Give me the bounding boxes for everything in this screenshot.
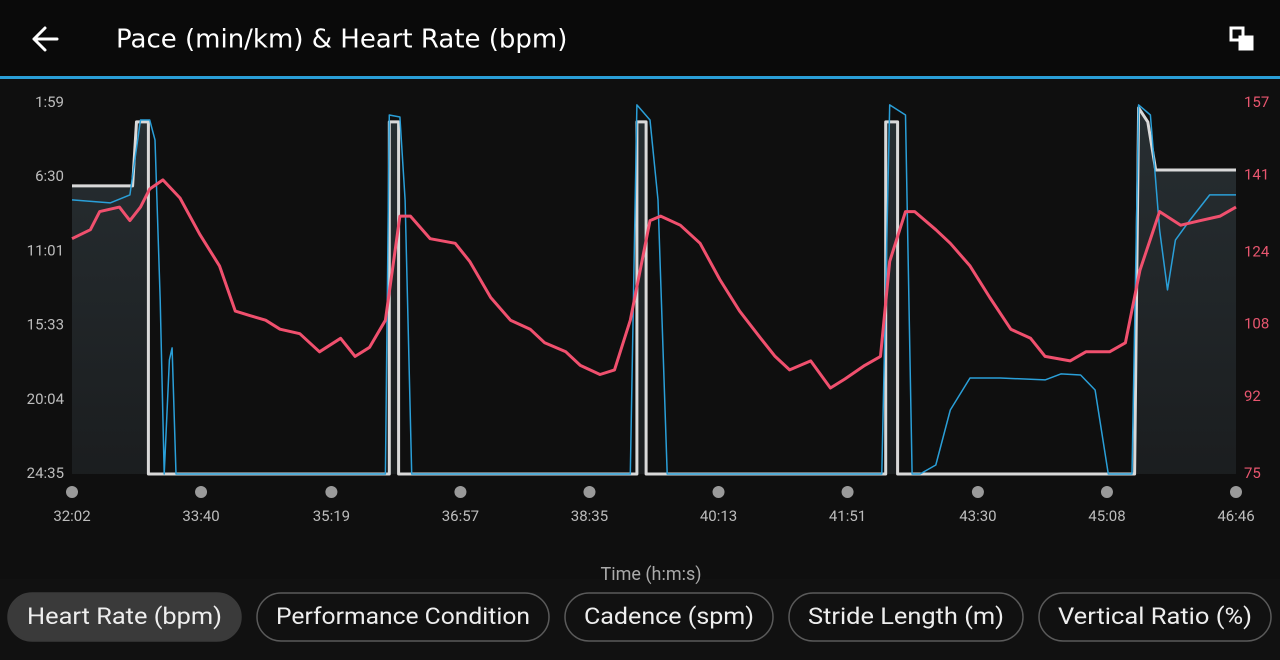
x-axis-title: Time (h:m:s) bbox=[600, 564, 701, 585]
page-title: Pace (min/km) & Heart Rate (bpm) bbox=[116, 25, 567, 55]
x-tick-label: 32:02 bbox=[53, 507, 90, 525]
x-tick-label: 36:57 bbox=[442, 507, 479, 525]
x-tick-dot bbox=[66, 486, 78, 498]
x-tick-label: 45:08 bbox=[1088, 507, 1125, 525]
y-tick-label: 24:35 bbox=[27, 464, 64, 482]
filter-chip[interactable] bbox=[788, 592, 1024, 642]
plot: 1:59 6:30 11:01 15:33 20:04 24:35 157 141 124 108… bbox=[27, 93, 1270, 585]
fullscreen-button[interactable] bbox=[1229, 26, 1254, 51]
y2-tick-label: 75 bbox=[1244, 464, 1261, 482]
y2-tick-label: 124 bbox=[1244, 242, 1270, 260]
y-tick-label: 6:30 bbox=[35, 167, 64, 185]
x-tick-dot bbox=[971, 486, 984, 498]
header-bar bbox=[0, 0, 1280, 76]
x-tick-label: 40:13 bbox=[700, 507, 737, 525]
x-tick-label: 33:40 bbox=[182, 507, 219, 525]
x-tick-label: 46:46 bbox=[1217, 507, 1254, 525]
back-button[interactable] bbox=[32, 26, 59, 52]
filter-chip[interactable] bbox=[256, 592, 550, 642]
filter-chip-label[interactable]: Heart Rate (bpm) bbox=[27, 603, 222, 630]
x-tick-dot bbox=[195, 486, 208, 498]
filter-chip[interactable] bbox=[7, 592, 242, 642]
filter-chip[interactable] bbox=[564, 592, 774, 642]
filter-chip-label[interactable]: Cadence (spm) bbox=[584, 603, 754, 630]
y2-tick-label: 141 bbox=[1244, 165, 1269, 183]
y-tick-label: 20:04 bbox=[27, 390, 65, 408]
y-tick-label: 11:01 bbox=[27, 241, 64, 259]
x-tick-dot bbox=[841, 486, 854, 498]
header-divider bbox=[0, 76, 1280, 79]
x-tick-label: 41:51 bbox=[829, 507, 866, 525]
series-line bbox=[71, 178, 1237, 390]
filter-chip-label[interactable]: Vertical Ratio (%) bbox=[1058, 603, 1252, 630]
filter-chip-label[interactable]: Performance Condition bbox=[276, 603, 530, 630]
x-tick-dot bbox=[325, 486, 338, 498]
filter-chip[interactable] bbox=[1038, 592, 1272, 642]
x-tick-label: 43:30 bbox=[959, 507, 996, 525]
x-tick-label: 35:19 bbox=[313, 507, 350, 525]
x-tick-dot bbox=[583, 486, 596, 498]
x-tick-dot bbox=[454, 486, 467, 498]
y-tick-label: 1:59 bbox=[35, 93, 64, 111]
x-tick-dot bbox=[712, 486, 725, 498]
y2-tick-label: 92 bbox=[1244, 387, 1261, 405]
chip-bar: Heart Rate (bpm) Performance Condition Cad… bbox=[7, 592, 1272, 642]
x-tick-label: 38:35 bbox=[571, 507, 608, 525]
x-tick-dot bbox=[1230, 486, 1242, 498]
y2-tick-label: 108 bbox=[1244, 315, 1269, 333]
y2-tick-label: 157 bbox=[1244, 93, 1269, 111]
filter-chip-label[interactable]: Stride Length (m) bbox=[808, 603, 1004, 630]
y-tick-label: 15:33 bbox=[27, 316, 64, 334]
x-tick-dot bbox=[1100, 486, 1113, 498]
